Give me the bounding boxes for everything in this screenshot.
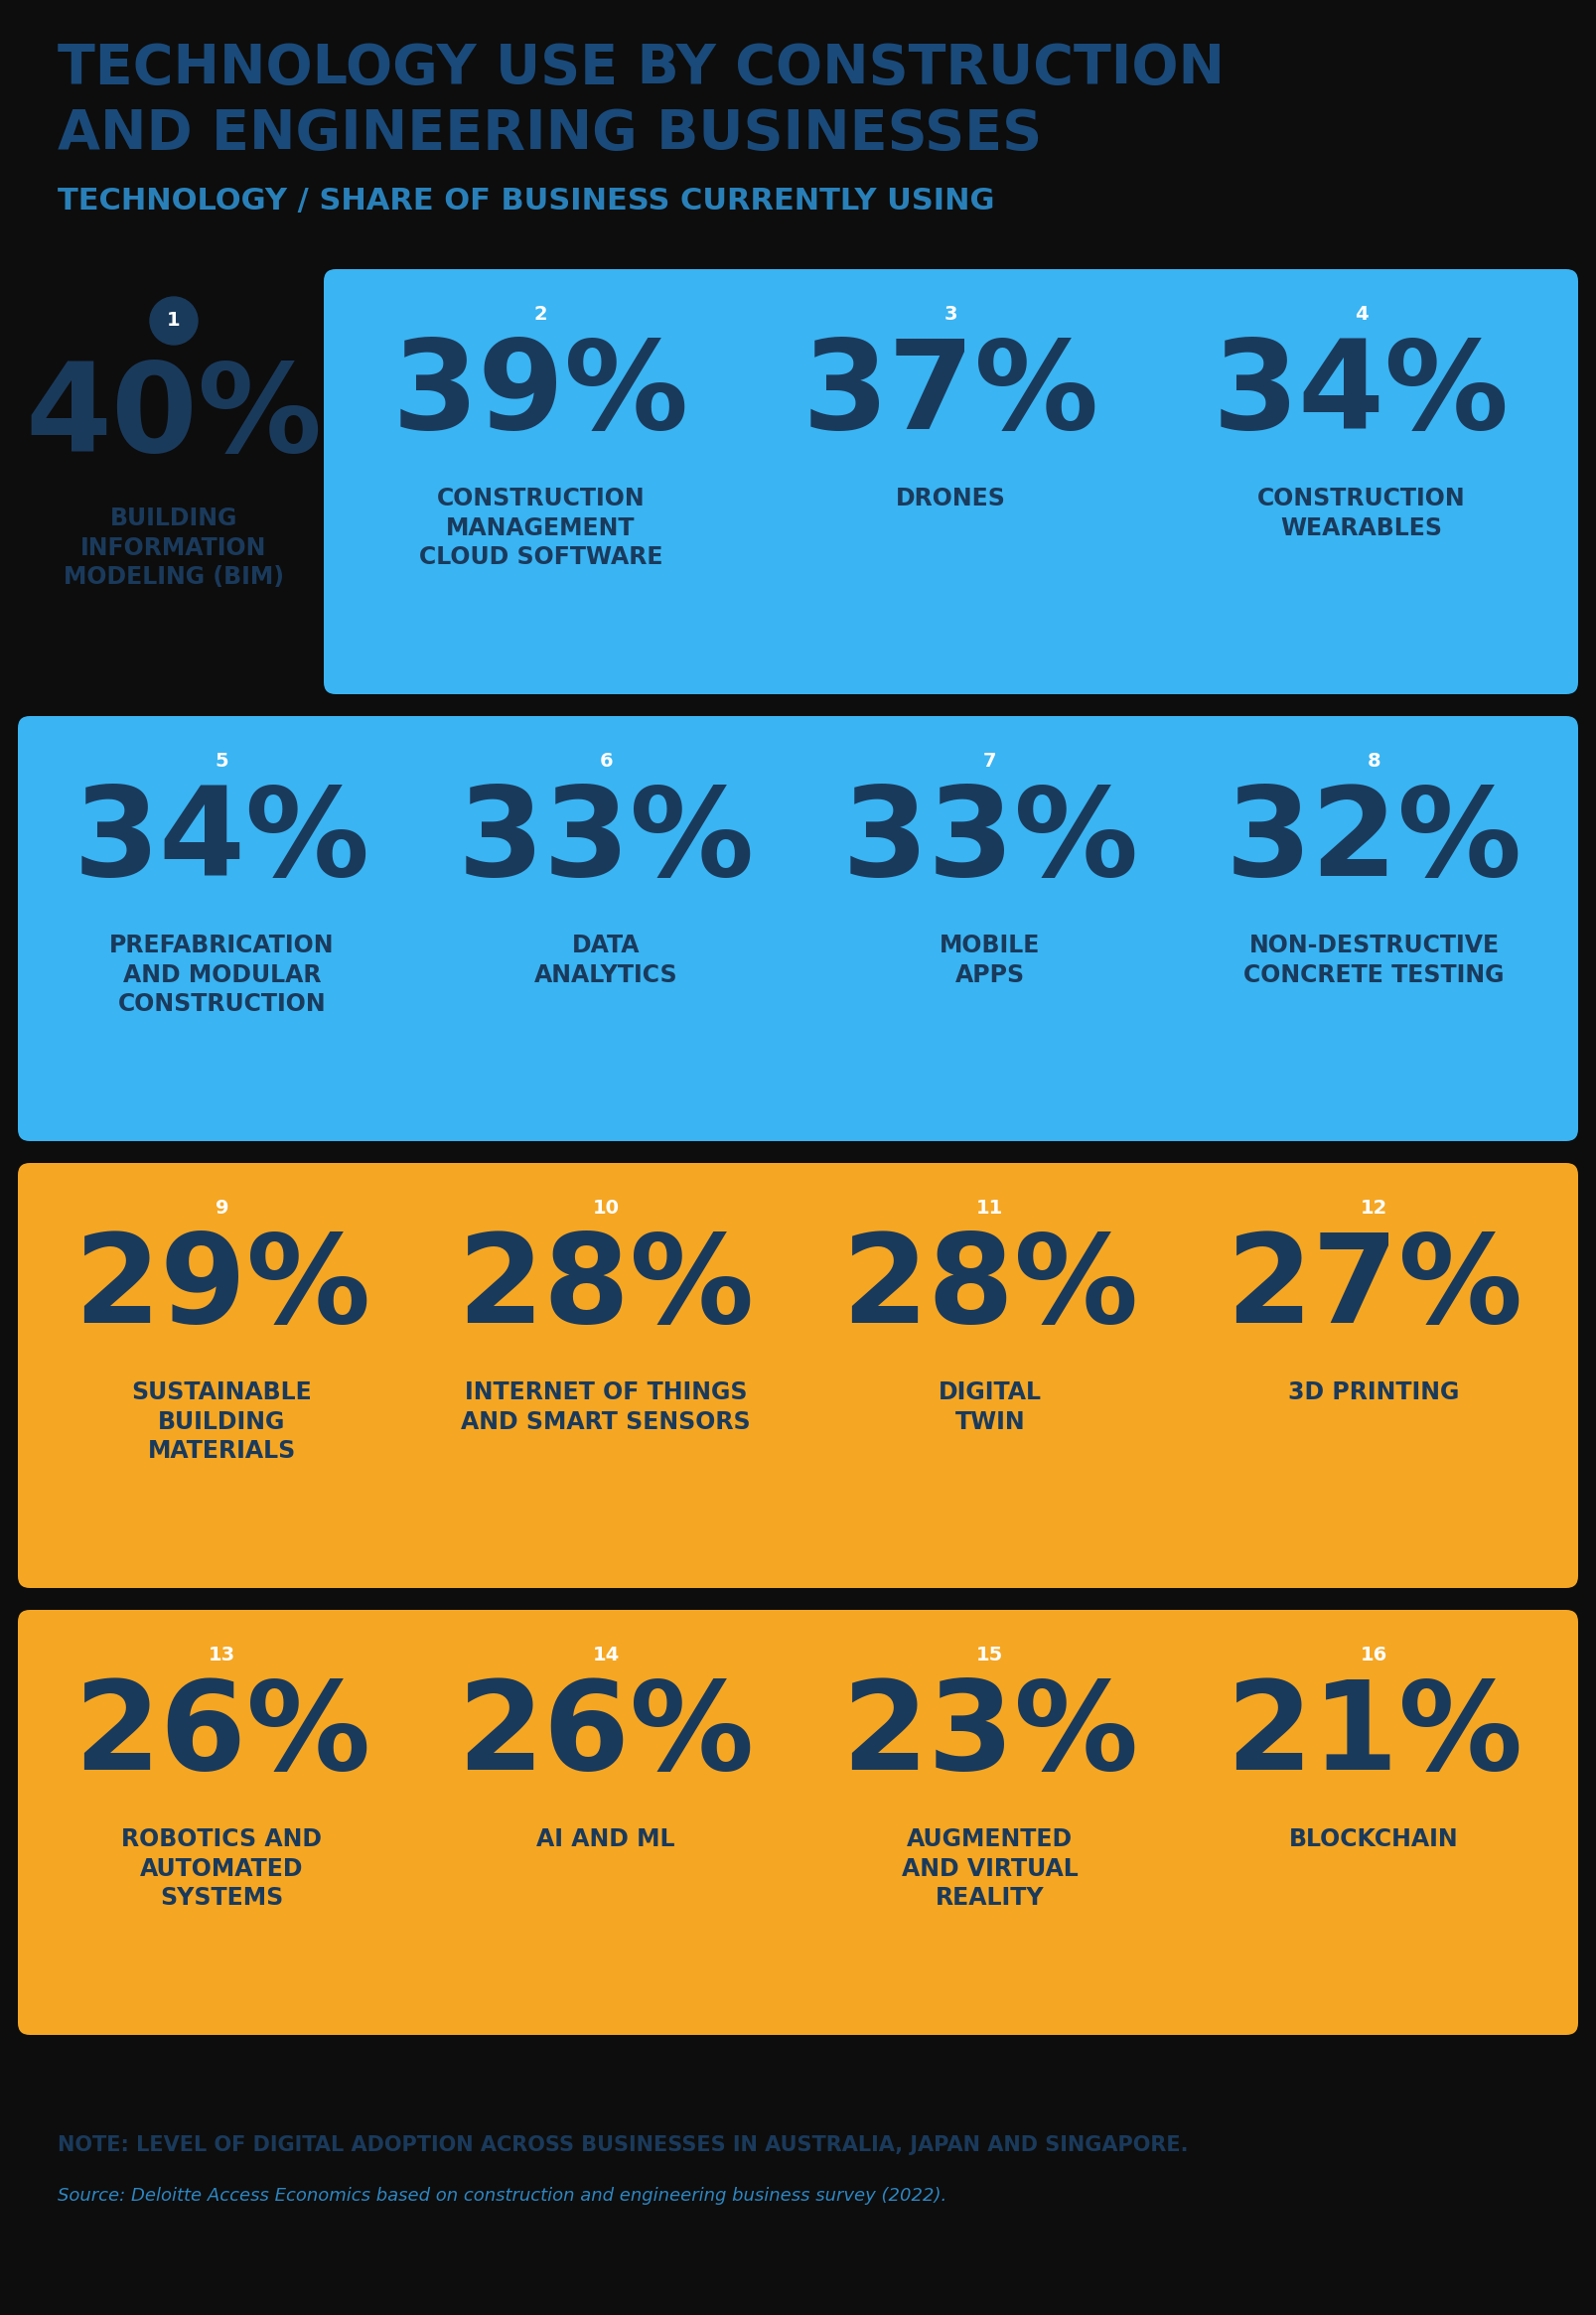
Text: NON-DESTRUCTIVE
CONCRETE TESTING: NON-DESTRUCTIVE CONCRETE TESTING [1243, 933, 1505, 986]
Text: 14: 14 [592, 1646, 619, 1664]
Circle shape [150, 296, 198, 345]
FancyBboxPatch shape [18, 1609, 1578, 2035]
Text: 39%: 39% [393, 336, 689, 454]
Text: 34%: 34% [73, 782, 370, 903]
Text: 11: 11 [977, 1199, 1004, 1218]
FancyBboxPatch shape [18, 715, 1578, 1141]
Text: 6: 6 [598, 752, 613, 771]
Text: 16: 16 [1361, 1646, 1387, 1664]
Text: AUGMENTED
AND VIRTUAL
REALITY: AUGMENTED AND VIRTUAL REALITY [902, 1827, 1079, 1910]
Text: 15: 15 [977, 1646, 1004, 1664]
Text: 37%: 37% [803, 336, 1100, 454]
Text: 1: 1 [168, 310, 180, 331]
Text: DIGITAL
TWIN: DIGITAL TWIN [938, 1380, 1042, 1433]
Text: 2: 2 [535, 306, 547, 324]
Text: 21%: 21% [1226, 1676, 1523, 1796]
Text: 13: 13 [209, 1646, 235, 1664]
Text: BLOCKCHAIN: BLOCKCHAIN [1290, 1827, 1459, 1852]
Text: BUILDING
INFORMATION
MODELING (BIM): BUILDING INFORMATION MODELING (BIM) [64, 507, 284, 590]
Text: INTERNET OF THINGS
AND SMART SENSORS: INTERNET OF THINGS AND SMART SENSORS [461, 1380, 750, 1433]
Text: 33%: 33% [458, 782, 755, 903]
Text: 12: 12 [1361, 1199, 1387, 1218]
Text: 8: 8 [1368, 752, 1381, 771]
Text: 27%: 27% [1226, 1229, 1523, 1350]
Text: 23%: 23% [841, 1676, 1138, 1796]
Text: AND ENGINEERING BUSINESSES: AND ENGINEERING BUSINESSES [57, 106, 1042, 160]
Text: MOBILE
APPS: MOBILE APPS [940, 933, 1041, 986]
Text: CONSTRUCTION
MANAGEMENT
CLOUD SOFTWARE: CONSTRUCTION MANAGEMENT CLOUD SOFTWARE [418, 486, 662, 569]
Text: 28%: 28% [458, 1229, 755, 1350]
Text: 34%: 34% [1213, 336, 1510, 454]
Text: CONSTRUCTION
WEARABLES: CONSTRUCTION WEARABLES [1258, 486, 1465, 539]
Text: 5: 5 [215, 752, 228, 771]
Text: Source: Deloitte Access Economics based on construction and engineering business: Source: Deloitte Access Economics based … [57, 2188, 946, 2204]
Text: SUSTAINABLE
BUILDING
MATERIALS: SUSTAINABLE BUILDING MATERIALS [131, 1380, 313, 1463]
Text: ROBOTICS AND
AUTOMATED
SYSTEMS: ROBOTICS AND AUTOMATED SYSTEMS [121, 1827, 322, 1910]
Text: DRONES: DRONES [895, 486, 1005, 512]
Text: 4: 4 [1355, 306, 1368, 324]
Text: 3D PRINTING: 3D PRINTING [1288, 1380, 1460, 1405]
Text: 28%: 28% [841, 1229, 1138, 1350]
FancyBboxPatch shape [18, 1162, 1578, 1588]
Text: TECHNOLOGY USE BY CONSTRUCTION: TECHNOLOGY USE BY CONSTRUCTION [57, 42, 1224, 95]
Text: 40%: 40% [26, 357, 322, 477]
FancyBboxPatch shape [324, 269, 1578, 694]
Text: 7: 7 [983, 752, 998, 771]
Text: 3: 3 [945, 306, 958, 324]
Text: 33%: 33% [841, 782, 1138, 903]
Text: PREFABRICATION
AND MODULAR
CONSTRUCTION: PREFABRICATION AND MODULAR CONSTRUCTION [110, 933, 334, 1016]
Text: 32%: 32% [1226, 782, 1523, 903]
Text: AI AND ML: AI AND ML [536, 1827, 675, 1852]
Text: 26%: 26% [73, 1676, 370, 1796]
Text: NOTE: LEVEL OF DIGITAL ADOPTION ACROSS BUSINESSES IN AUSTRALIA, JAPAN AND SINGAP: NOTE: LEVEL OF DIGITAL ADOPTION ACROSS B… [57, 2134, 1189, 2155]
Text: 29%: 29% [73, 1229, 370, 1350]
Text: 10: 10 [592, 1199, 619, 1218]
Text: TECHNOLOGY / SHARE OF BUSINESS CURRENTLY USING: TECHNOLOGY / SHARE OF BUSINESS CURRENTLY… [57, 188, 994, 215]
Text: DATA
ANALYTICS: DATA ANALYTICS [535, 933, 678, 986]
Text: 9: 9 [215, 1199, 228, 1218]
Text: 26%: 26% [458, 1676, 755, 1796]
